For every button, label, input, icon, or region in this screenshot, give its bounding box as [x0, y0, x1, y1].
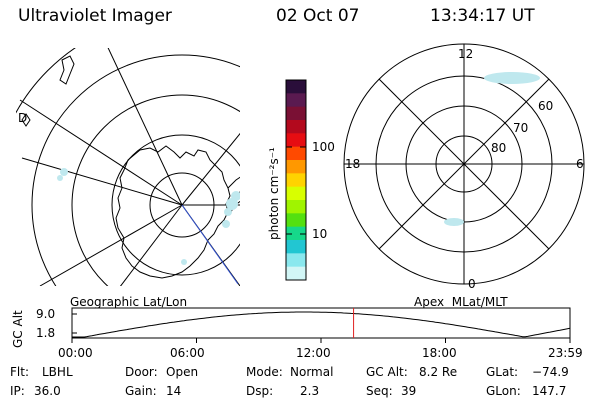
meridian-line: [39, 204, 183, 286]
colorbar-band: [286, 226, 306, 241]
x-tick-label-1800: 18:00: [422, 346, 457, 360]
colorbar-ticks: [286, 146, 306, 235]
glat-label: GLat:: [486, 365, 519, 379]
mode-label: Mode:: [246, 365, 283, 379]
colorbar: [285, 79, 307, 281]
colorbar-band: [286, 213, 306, 228]
timeline-axis-label: GC Alt: [11, 310, 25, 348]
app-title: Ultraviolet Imager: [18, 6, 172, 26]
altitude-curve: [72, 311, 571, 338]
door-label: Door:: [125, 365, 158, 379]
dsp-label: Dsp:: [246, 384, 274, 398]
mode-value: Normal: [290, 365, 334, 379]
colorbar-label: photon cm⁻²s⁻¹: [267, 147, 281, 240]
mlt-label-18: 18: [345, 157, 360, 171]
colorbar-band: [286, 93, 306, 108]
coastline: [21, 113, 31, 127]
apex-panel-label: Apex MLat/MLT: [414, 295, 508, 309]
gcalt-value: 8.2 Re: [419, 365, 458, 379]
colorbar-band: [286, 186, 306, 201]
gain-value: 14: [166, 384, 182, 398]
x-tick-label-0000: 00:00: [58, 346, 93, 360]
header-time: 13:34:17 UT: [430, 6, 535, 26]
colorbar-band: [286, 160, 306, 174]
x-tick-label-1200: 12:00: [296, 346, 331, 360]
gcalt-label: GC Alt:: [366, 365, 408, 379]
colorbar-band: [286, 120, 306, 134]
flt-value: LBHL: [42, 365, 73, 379]
x-tick-label-2359: 23:59: [548, 346, 583, 360]
colorbar-border: [285, 79, 307, 281]
header-date: 02 Oct 07: [276, 6, 360, 26]
meridian-line: [119, 204, 183, 286]
colorbar-band: [286, 253, 306, 268]
colorbar-band: [286, 173, 306, 188]
mlat-label-80: 80: [491, 141, 506, 155]
x-tick-label-0600: 06:00: [170, 346, 205, 360]
left-edge-label: D: [18, 111, 28, 125]
seq-label: Seq:: [366, 384, 393, 398]
ip-label: IP:: [10, 384, 25, 398]
colorbar-tick-100: 100: [312, 140, 335, 154]
geographic-panel-label: Geographic Lat/Lon: [70, 295, 188, 309]
mlt-label-12: 12: [458, 47, 473, 61]
ip-value: 36.0: [34, 384, 61, 398]
meridian-line: [21, 157, 183, 206]
meridian-line: [19, 99, 183, 206]
lat-circle: [111, 134, 240, 276]
colorbar-band: [286, 106, 306, 121]
colorbar-band: [286, 240, 306, 254]
lat-circle: [31, 54, 240, 286]
colorbar-tick-10: 10: [312, 227, 327, 241]
colorbar-band: [286, 80, 306, 94]
colorbar-band: [286, 266, 306, 281]
timeline-x-ticks: [71, 338, 571, 343]
mlt-label-0: 0: [468, 277, 476, 291]
flt-label: Flt:: [10, 365, 29, 379]
colorbar-band: [286, 200, 306, 214]
glon-value: 147.7: [532, 384, 567, 398]
dsp-value: 2.3: [300, 384, 320, 398]
mlt-label-6: 6: [576, 157, 584, 171]
timeline-y-ticks: [72, 313, 77, 334]
gain-label: Gain:: [125, 384, 157, 398]
y-tick-label-1-8: 1.8: [36, 326, 55, 340]
glat-value: −74.9: [532, 365, 569, 379]
lat-circle: [71, 94, 240, 286]
mlt-line: [378, 78, 550, 250]
coastline: [115, 145, 231, 279]
y-tick-label-9: 9.0: [36, 307, 55, 321]
meridian-line: [181, 132, 240, 206]
seq-value: 39: [401, 384, 417, 398]
mlat-label-60: 60: [538, 99, 553, 113]
colorbar-band: [286, 146, 306, 161]
door-value: Open: [166, 365, 199, 379]
altitude-timeline: [71, 307, 571, 343]
geographic-map: [16, 48, 240, 286]
colorbar-band: [286, 133, 306, 148]
mlat-label-70: 70: [513, 121, 528, 135]
coastline: [59, 55, 75, 85]
glon-label: GLon:: [486, 384, 521, 398]
blue-track-line: [181, 204, 239, 285]
apex-map: [343, 43, 585, 285]
meridian-line: [107, 48, 183, 206]
